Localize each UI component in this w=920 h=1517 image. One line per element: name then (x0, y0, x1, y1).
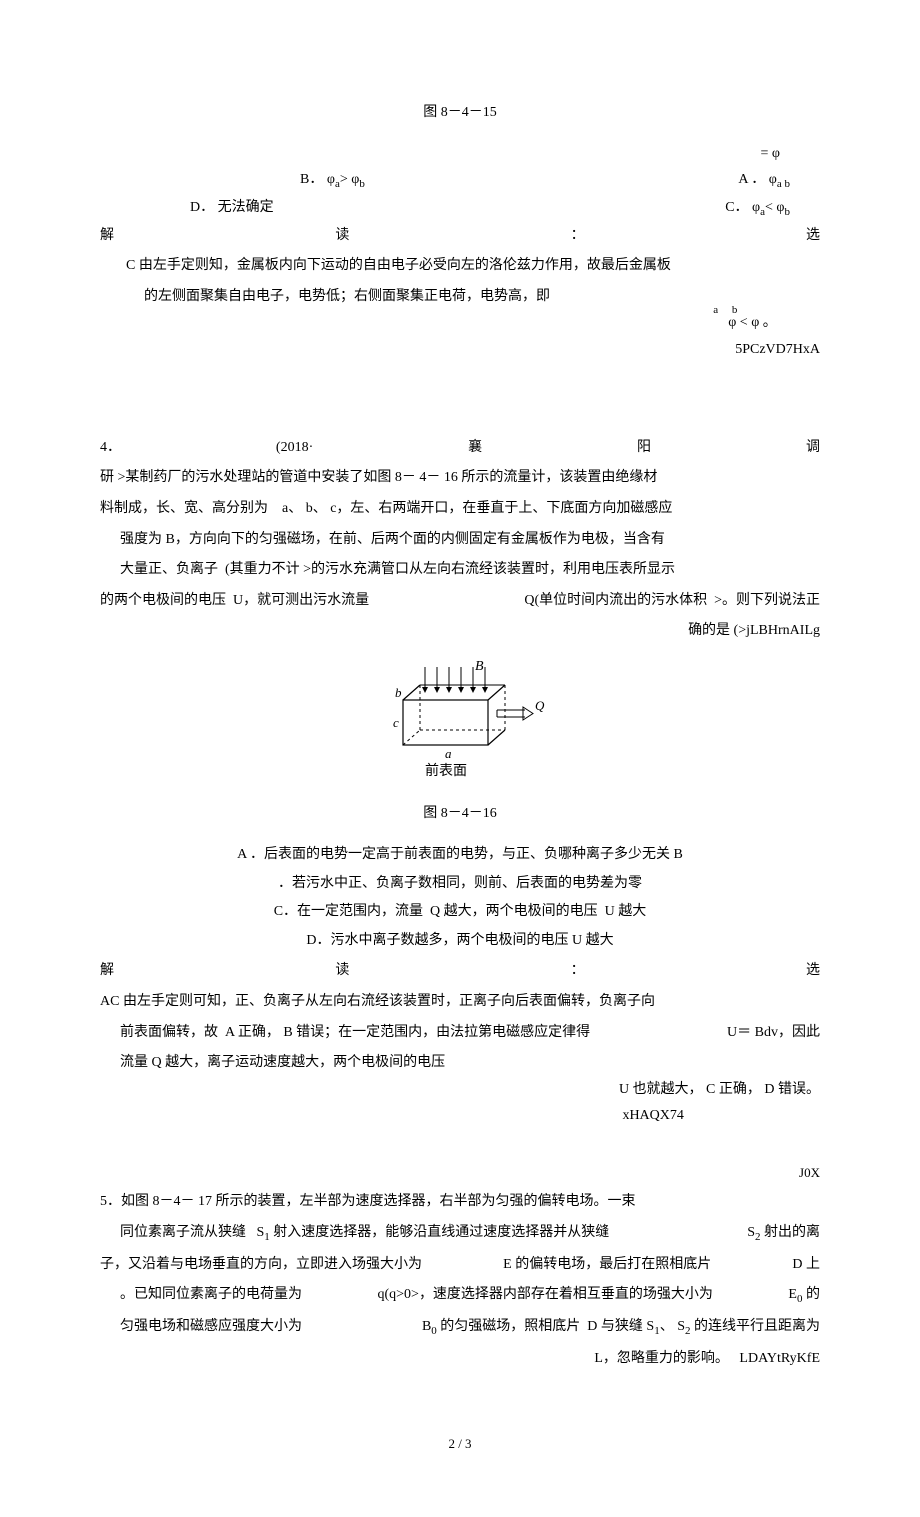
svg-text:b: b (395, 685, 402, 700)
q4-choices: A ．后表面的电势一定高于前表面的电势，与正、负哪种离子多少无关 B ．若污水中… (100, 842, 820, 954)
sol-label-part: 解 (100, 223, 114, 250)
q4-l5a: 的两个电极间的电压 U，就可测出污水流量 (100, 588, 369, 615)
sol-label-part: 解 (100, 958, 114, 985)
q4-sol-l2a: 前表面偏转，故 A 正确， B 错误；在一定范围内，由法拉第电磁感应定律得 (120, 1020, 590, 1047)
q5-l6: L，忽略重力的影响。 (594, 1351, 729, 1366)
sol-label-part: ： (571, 958, 585, 985)
q5-l3b: E 的偏转电场，最后打在照相底片 (503, 1252, 711, 1279)
q5-l2b: S2 射出的离 (747, 1220, 820, 1248)
q3-opt-c-prefix: C． (725, 200, 748, 215)
q4-sol-l2b: U＝ Bdv，因此 (727, 1020, 820, 1047)
text-span: 的左侧面聚集自由电子，电势低；右侧面聚集正电荷，电势高，即 (144, 284, 550, 417)
q4-code2: J0X (100, 1161, 820, 1186)
q3-sol-line1: C 由左手定则知，金属板内向下运动的自由电子必受向左的洛伦兹力作用，故最后金属板 (100, 253, 820, 280)
q3-opt-d: 无法确定 (218, 200, 274, 215)
q4-l2: 料制成，长、宽、高分别为 a、 b、 c，左、右两端开口，在垂直于上、下底面方向… (100, 496, 820, 523)
sol-label-part: 选 (806, 958, 820, 985)
code: 5PCzVD7HxA (735, 342, 820, 357)
q4-head-part: 调 (806, 435, 820, 462)
q3-solution-label: 解 读 ： 选 (100, 223, 820, 250)
q5-l5a: 匀强电场和磁感应强度大小为 (120, 1314, 302, 1342)
q5-l3c: D 上 (792, 1252, 820, 1279)
q4-head: 4． (2018· 襄 阳 调 (100, 435, 820, 462)
page-number: 2 / 3 (100, 1432, 820, 1457)
q4-sol-l3b: U 也就越大， C 正确， D 错误。 (619, 1082, 820, 1097)
svg-text:a: a (445, 746, 452, 761)
q5-l2a: 同位素离子流从狭缝 S1 射入速度选择器，能够沿直线通过速度选择器并从狭缝 (120, 1220, 609, 1248)
q3-opt-a-prefix: A ． (738, 172, 765, 187)
flow-meter-diagram: B b c a Q 前表面 (365, 655, 555, 785)
code: xHAQX74 (622, 1108, 683, 1123)
q4-choice-d: D．污水中离子数越多，两个电极间的电压 U 越大 (100, 928, 820, 955)
svg-text:B: B (475, 659, 484, 674)
q3-opt-d-prefix: D． (190, 200, 214, 215)
sol-label-part: ： (571, 223, 585, 250)
sol-label-part: 读 (335, 223, 349, 250)
q4-head-part: 阳 (637, 435, 651, 462)
q5-l4b: q(q>0>，速度选择器内部存在着相互垂直的场强大小为 (377, 1282, 712, 1310)
q4-l5b: Q(单位时间内流出的污水体积 >。则下列说法正 (524, 588, 820, 615)
q3-sol-phi-sub: a b (713, 300, 737, 321)
q3-options: = φ B． φa> φb A ． φa b D． 无法确定 C． φa< φb (100, 141, 820, 223)
page: 图 8－4－15 = φ B． φa> φb A ． φa b D． 无法确定 (0, 0, 920, 1517)
figure-8-4-15-caption: 图 8－4－15 (100, 100, 820, 127)
code: LDAYtRyKfE (739, 1351, 820, 1366)
q4-head-part: 襄 (468, 435, 482, 462)
q5-l4a: 。已知同位素离子的电荷量为 (120, 1282, 302, 1310)
svg-text:前表面: 前表面 (425, 762, 467, 779)
q5-l4c: E0 的 (788, 1282, 820, 1310)
q3-opt-b: φa> φb (327, 172, 365, 187)
q4-num: 4． (100, 435, 121, 462)
q4-choice-c: C．在一定范围内，流量 Q 越大，两个电极间的电压 U 越大 (100, 899, 820, 926)
sol-label-part: 选 (806, 223, 820, 250)
q5-l3a: 子，又沿着与电场垂直的方向，立即进入场强大小为 (100, 1252, 422, 1279)
q4-l4: 大量正、负离子 (其重力不计 >的污水充满管口从左向右流经该装置时，利用电压表所… (100, 557, 820, 584)
figure-8-4-16-caption: 图 8－4－16 (100, 801, 820, 828)
q5-l1: 5．如图 8－4－ 17 所示的装置，左半部为速度选择器，右半部为匀强的偏转电场… (100, 1189, 820, 1216)
q4-l1: 研 >某制药厂的污水处理站的管道中安装了如图 8－ 4－ 16 所示的流量计，该… (100, 465, 820, 492)
q3-opt-top-right: = φ (761, 146, 780, 161)
q4-year: (2018· (276, 435, 313, 462)
svg-text:Q: Q (535, 698, 545, 713)
svg-text:c: c (393, 715, 399, 730)
figure-8-4-16: B b c a Q 前表面 (100, 655, 820, 796)
q3-opt-b-prefix: B． (300, 172, 323, 187)
q4-solution-label: 解 读 ： 选 (100, 958, 820, 985)
q4-sol-l3a: 流量 Q 越大，离子运动速度越大，两个电极间的电压 (120, 1050, 445, 1156)
q4-l3: 强度为 B，方向向下的匀强磁场，在前、后两个面的内侧固定有金属板作为电极，当含有 (100, 527, 820, 554)
q3-opt-c: φa< φb (752, 200, 790, 215)
sol-label-part: 读 (335, 958, 349, 985)
q4-choice-b: ．若污水中正、负离子数相同，则前、后表面的电势差为零 (100, 871, 820, 898)
q3-sol-line2: 的左侧面聚集自由电子，电势低；右侧面聚集正电荷，电势高，即 φ < φ 。 5P… (100, 284, 820, 417)
q3-opt-a: φa b (769, 172, 790, 187)
q4-l6-right: 确的是 (>jLBHrnAILg (688, 623, 820, 638)
q5-l5b: B0 的匀强磁场，照相底片 D 与狭缝 S1、 S2 的连线平行且距离为 (422, 1314, 820, 1342)
q4-sol-l1: AC 由左手定则可知，正、负离子从左向右流经该装置时，正离子向后表面偏转，负离子… (100, 989, 820, 1016)
q4-choice-a: A ．后表面的电势一定高于前表面的电势，与正、负哪种离子多少无关 B (100, 842, 820, 869)
